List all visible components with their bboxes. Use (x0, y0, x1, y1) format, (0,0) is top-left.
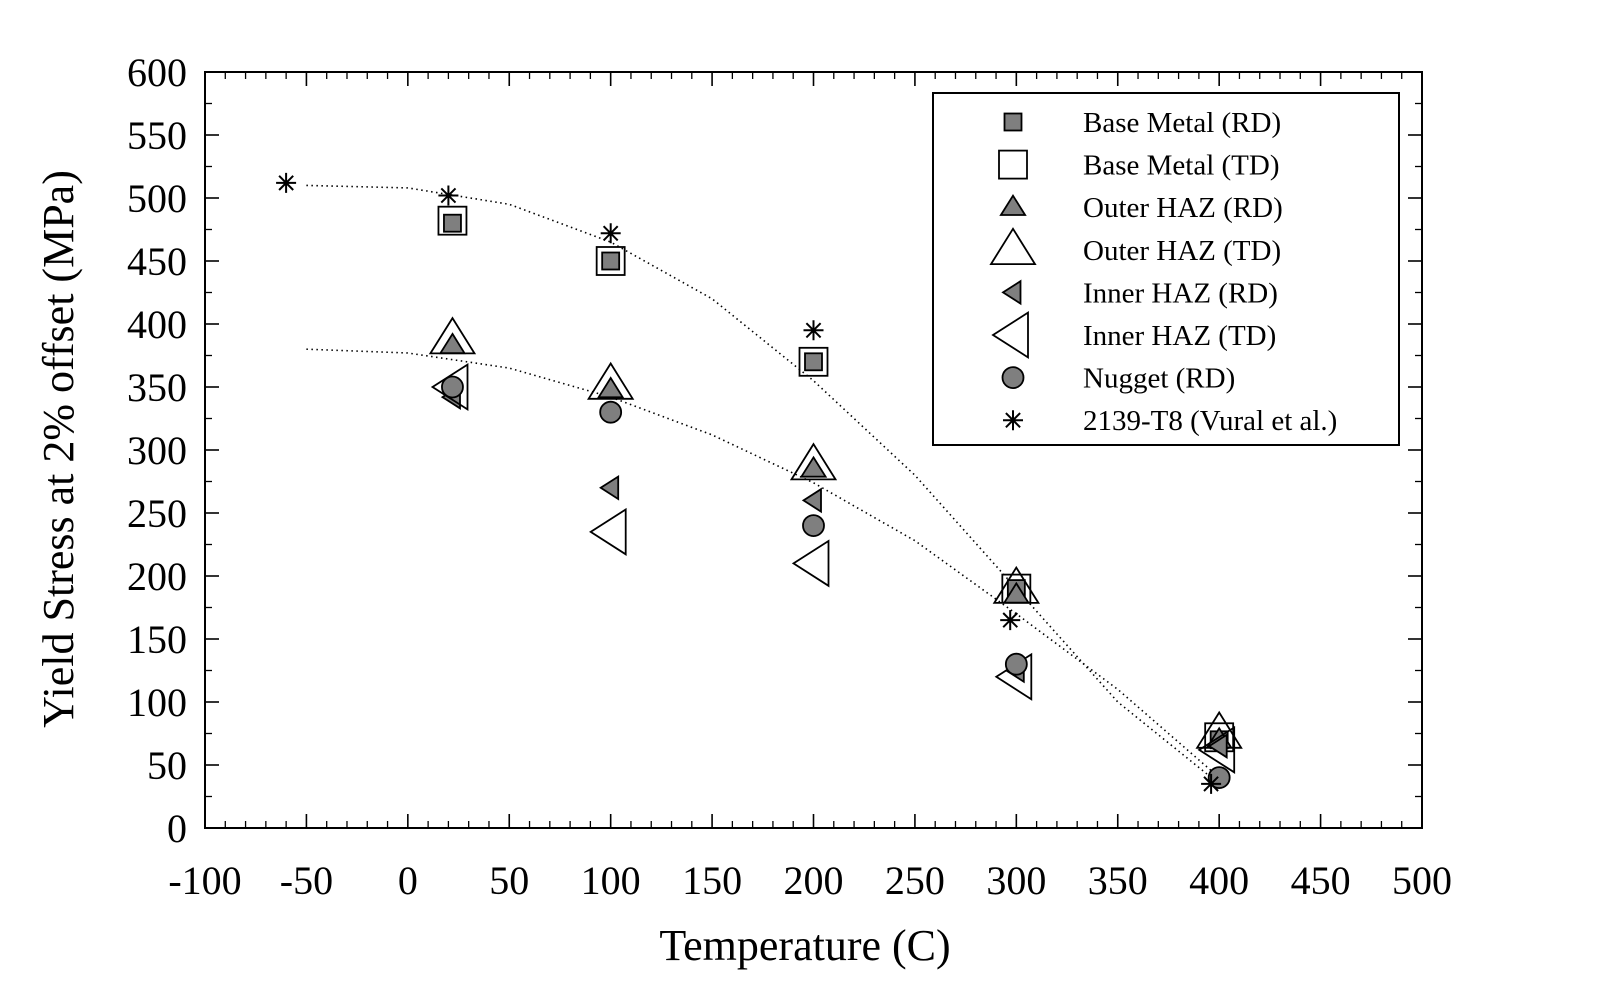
legend-label: Outer HAZ (TD) (1083, 235, 1281, 267)
data-point-base-metal-td (798, 346, 829, 377)
y-tick-label: 200 (127, 554, 187, 599)
legend-entry-2139-t8-vural-et-al: 2139-T8 (Vural et al.) (1003, 405, 1337, 437)
data-point-nugget-rd (599, 400, 623, 424)
legend-marker-nugget-rd (1001, 366, 1025, 390)
data-point-2139-t8-vural-et-al (600, 223, 621, 244)
x-tick-label: 500 (1392, 858, 1452, 903)
data-point-inner-haz-td (791, 539, 830, 588)
legend-marker-base-metal-td (998, 149, 1028, 180)
y-tick-label: 500 (127, 176, 187, 221)
data-point-2139-t8-vural-et-al (803, 320, 824, 341)
legend-entry-outer-haz-rd: Outer HAZ (RD) (999, 192, 1283, 224)
x-tick-label: 300 (986, 858, 1046, 903)
data-point-2139-t8-vural-et-al (438, 185, 459, 206)
legend-label: Base Metal (TD) (1083, 150, 1280, 182)
data-points (276, 172, 1243, 794)
y-tick-label: 550 (127, 113, 187, 158)
data-point-2139-t8-vural-et-al (1000, 610, 1021, 631)
x-tick-label: 200 (784, 858, 844, 903)
data-point-nugget-rd (1004, 652, 1028, 676)
legend-marker-outer-haz-rd (999, 194, 1027, 216)
data-point-nugget-rd (802, 514, 825, 537)
data-point-outer-haz-td (428, 316, 477, 355)
x-tick-label: 250 (885, 858, 945, 903)
x-tick-label: -50 (280, 858, 333, 903)
legend-marker-inner-haz-td (991, 310, 1029, 360)
x-tick-label: 50 (489, 858, 529, 903)
legend-entry-inner-haz-rd: Inner HAZ (RD) (1001, 277, 1278, 309)
legend-marker-inner-haz-rd (1001, 279, 1022, 306)
legend-entry-base-metal-td: Base Metal (TD) (998, 149, 1280, 182)
legend-entry-base-metal-rd: Base Metal (RD) (1003, 107, 1281, 139)
data-point-base-metal-rd (443, 213, 462, 233)
legend-entry-inner-haz-td: Inner HAZ (TD) (991, 310, 1276, 360)
data-point-base-metal-td (595, 246, 626, 276)
data-point-base-metal-rd (601, 251, 621, 271)
y-tick-label: 250 (127, 491, 187, 536)
x-axis-title: Temperature (C) (659, 921, 950, 970)
x-tick-label: 450 (1291, 858, 1351, 903)
legend-label: 2139-T8 (Vural et al.) (1083, 405, 1337, 437)
data-point-inner-haz-td (430, 362, 469, 412)
y-tick-label: 0 (167, 806, 187, 851)
axes: -100 -50 0 50 100 150 200 250 300 350 400 450 500 0 50… (127, 50, 1452, 903)
trend-lines (306, 184, 1220, 785)
y-tick-label: 300 (127, 428, 187, 473)
y-tick-label: 100 (127, 680, 187, 725)
series-inner-haz-td (430, 362, 1236, 774)
data-point-nugget-rd (1207, 766, 1231, 789)
x-tick-label: 150 (682, 858, 742, 903)
y-tick-label: 50 (147, 743, 187, 788)
legend-marker-base-metal-rd (1003, 112, 1023, 132)
y-tick-label: 600 (127, 50, 187, 95)
data-point-2139-t8-vural-et-al (1201, 773, 1222, 794)
legend-entry-nugget-rd: Nugget (RD) (1001, 363, 1235, 395)
legend-label: Inner HAZ (TD) (1083, 320, 1276, 352)
data-point-2139-t8-vural-et-al (276, 172, 297, 193)
data-point-inner-haz-rd (801, 487, 822, 514)
series-nugget-rd (441, 375, 1231, 789)
y-tick-label: 150 (127, 617, 187, 662)
legend-marker-outer-haz-td (989, 227, 1037, 266)
data-point-nugget-rd (441, 375, 464, 399)
data-point-outer-haz-td (789, 442, 838, 481)
legend-label: Base Metal (RD) (1083, 107, 1281, 139)
legend-marker-2139-t8-vural-et-al (1003, 410, 1023, 431)
legend: Base Metal (RD) Base Metal (TD) Outer HAZ … (932, 92, 1400, 446)
data-point-inner-haz-td (589, 507, 627, 556)
y-tick-label: 400 (127, 302, 187, 347)
data-point-base-metal-td (437, 205, 468, 236)
y-axis-title: Yield Stress at 2% offset (MPa) (34, 170, 83, 728)
trend-line-1 (306, 184, 1220, 785)
y-tick-label: 350 (127, 365, 187, 410)
x-tick-label: 350 (1088, 858, 1148, 903)
data-point-outer-haz-td (586, 361, 635, 400)
series-base-metal-rd (443, 213, 1229, 750)
legend-label: Inner HAZ (RD) (1083, 277, 1278, 309)
x-tick-label: -100 (168, 858, 241, 903)
x-tick-label: 100 (581, 858, 641, 903)
x-tick-label: 400 (1189, 858, 1249, 903)
data-point-inner-haz-rd (599, 474, 620, 501)
data-point-outer-haz-td (992, 565, 1041, 604)
legend-label: Outer HAZ (RD) (1083, 192, 1283, 224)
data-point-inner-haz-rd (1207, 733, 1228, 759)
legend-entry-outer-haz-td: Outer HAZ (TD) (989, 227, 1281, 267)
x-tick-label: 0 (398, 858, 418, 903)
data-point-outer-haz-rd (799, 455, 828, 478)
data-point-inner-haz-td (1197, 725, 1236, 774)
data-point-base-metal-rd (804, 352, 823, 372)
series-2139-t8-vural-et-al (276, 172, 1222, 794)
data-point-outer-haz-rd (438, 332, 467, 355)
legend-label: Nugget (RD) (1083, 363, 1235, 395)
data-point-outer-haz-rd (596, 376, 625, 399)
y-tick-label: 450 (127, 239, 187, 284)
